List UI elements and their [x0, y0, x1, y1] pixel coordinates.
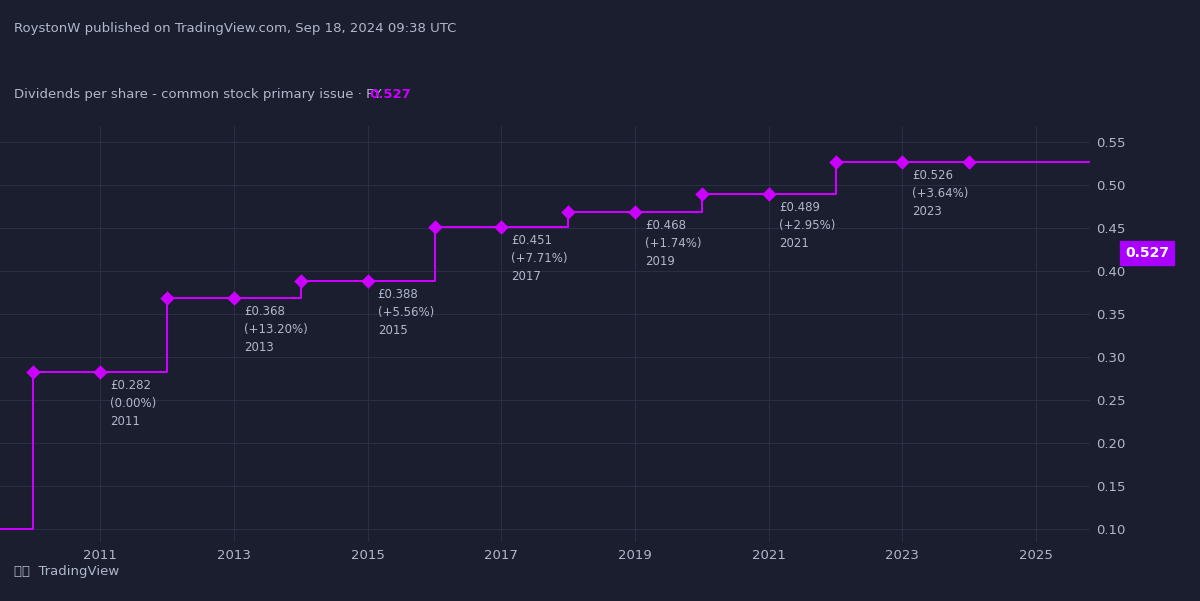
Point [292, 276, 311, 286]
Point [157, 294, 176, 304]
Text: ⓉⓅ  TradingView: ⓉⓅ TradingView [14, 565, 120, 578]
Text: £0.489
(+2.95%)
2021: £0.489 (+2.95%) 2021 [779, 201, 835, 250]
Point [492, 222, 511, 232]
Text: 0.527: 0.527 [1126, 246, 1169, 260]
Text: £0.451
(+7.71%)
2017: £0.451 (+7.71%) 2017 [511, 234, 568, 283]
Point [826, 157, 845, 167]
Point [91, 368, 110, 377]
Text: £0.388
(+5.56%)
2015: £0.388 (+5.56%) 2015 [378, 288, 434, 337]
Point [960, 157, 979, 166]
Point [24, 368, 43, 377]
Text: £0.468
(+1.74%)
2019: £0.468 (+1.74%) 2019 [646, 219, 702, 268]
Point [224, 294, 244, 304]
Text: 0.527: 0.527 [370, 88, 412, 101]
Point [425, 222, 444, 232]
Text: £0.368
(+13.20%)
2013: £0.368 (+13.20%) 2013 [244, 305, 307, 355]
Point [893, 157, 912, 167]
Point [760, 189, 779, 199]
Point [558, 207, 577, 217]
Point [692, 189, 712, 199]
Text: £0.282
(0.00%)
2011: £0.282 (0.00%) 2011 [110, 379, 156, 429]
Point [625, 207, 644, 217]
Text: RoystonW published on TradingView.com, Sep 18, 2024 09:38 UTC: RoystonW published on TradingView.com, S… [14, 22, 457, 35]
Text: £0.526
(+3.64%)
2023: £0.526 (+3.64%) 2023 [912, 169, 968, 218]
Point [358, 276, 377, 286]
Text: Dividends per share - common stock primary issue · FY: Dividends per share - common stock prima… [14, 88, 390, 101]
